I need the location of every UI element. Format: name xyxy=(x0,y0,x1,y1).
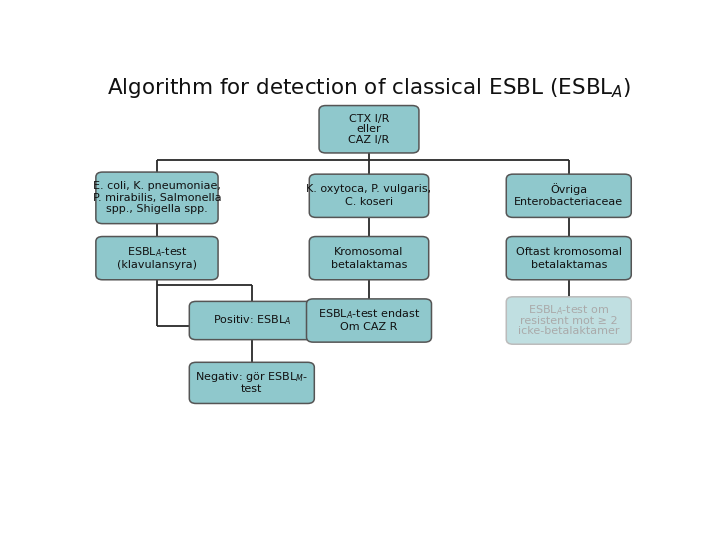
FancyBboxPatch shape xyxy=(319,105,419,153)
Text: C. koseri: C. koseri xyxy=(345,197,393,207)
Text: test: test xyxy=(241,384,263,394)
Text: ESBL$_{A}$-test endast: ESBL$_{A}$-test endast xyxy=(318,307,420,321)
Text: Negativ: gör ESBL$_{M}$-: Negativ: gör ESBL$_{M}$- xyxy=(195,370,308,384)
FancyBboxPatch shape xyxy=(307,299,431,342)
Text: P. mirabilis, Salmonella: P. mirabilis, Salmonella xyxy=(93,193,221,203)
Text: resistent mot ≥ 2: resistent mot ≥ 2 xyxy=(520,315,618,326)
Text: Positiv: ESBL$_{A}$: Positiv: ESBL$_{A}$ xyxy=(212,314,291,327)
Text: eller: eller xyxy=(356,124,382,134)
FancyBboxPatch shape xyxy=(506,297,631,344)
Text: (klavulansyra): (klavulansyra) xyxy=(117,260,197,269)
Text: Kromosomal: Kromosomal xyxy=(334,247,404,256)
Text: Övriga: Övriga xyxy=(550,184,588,195)
Text: betalaktamas: betalaktamas xyxy=(330,260,408,269)
FancyBboxPatch shape xyxy=(96,172,218,224)
Text: ESBL$_{A}$-test om: ESBL$_{A}$-test om xyxy=(528,303,609,317)
Text: betalaktamas: betalaktamas xyxy=(531,260,607,269)
Text: E. coli, K. pneumoniae,: E. coli, K. pneumoniae, xyxy=(93,181,221,191)
Text: Enterobacteriaceae: Enterobacteriaceae xyxy=(514,197,624,207)
Text: K. oxytoca, P. vulgaris,: K. oxytoca, P. vulgaris, xyxy=(307,184,431,194)
FancyBboxPatch shape xyxy=(310,174,428,218)
FancyBboxPatch shape xyxy=(310,237,428,280)
FancyBboxPatch shape xyxy=(96,237,218,280)
Text: CTX I/R: CTX I/R xyxy=(348,114,390,124)
Text: Oftast kromosomal: Oftast kromosomal xyxy=(516,247,622,256)
FancyBboxPatch shape xyxy=(189,301,315,340)
FancyBboxPatch shape xyxy=(506,174,631,218)
Text: spp., Shigella spp.: spp., Shigella spp. xyxy=(106,205,208,214)
Text: CAZ I/R: CAZ I/R xyxy=(348,134,390,145)
Text: ESBL$_{A}$-test: ESBL$_{A}$-test xyxy=(127,245,187,259)
Text: icke-betalaktamer: icke-betalaktamer xyxy=(518,326,619,336)
Text: Algorithm for detection of classical ESBL (ESBL$_A$): Algorithm for detection of classical ESB… xyxy=(107,76,631,100)
Text: Om CAZ R: Om CAZ R xyxy=(341,322,397,332)
FancyBboxPatch shape xyxy=(506,237,631,280)
FancyBboxPatch shape xyxy=(189,362,315,403)
